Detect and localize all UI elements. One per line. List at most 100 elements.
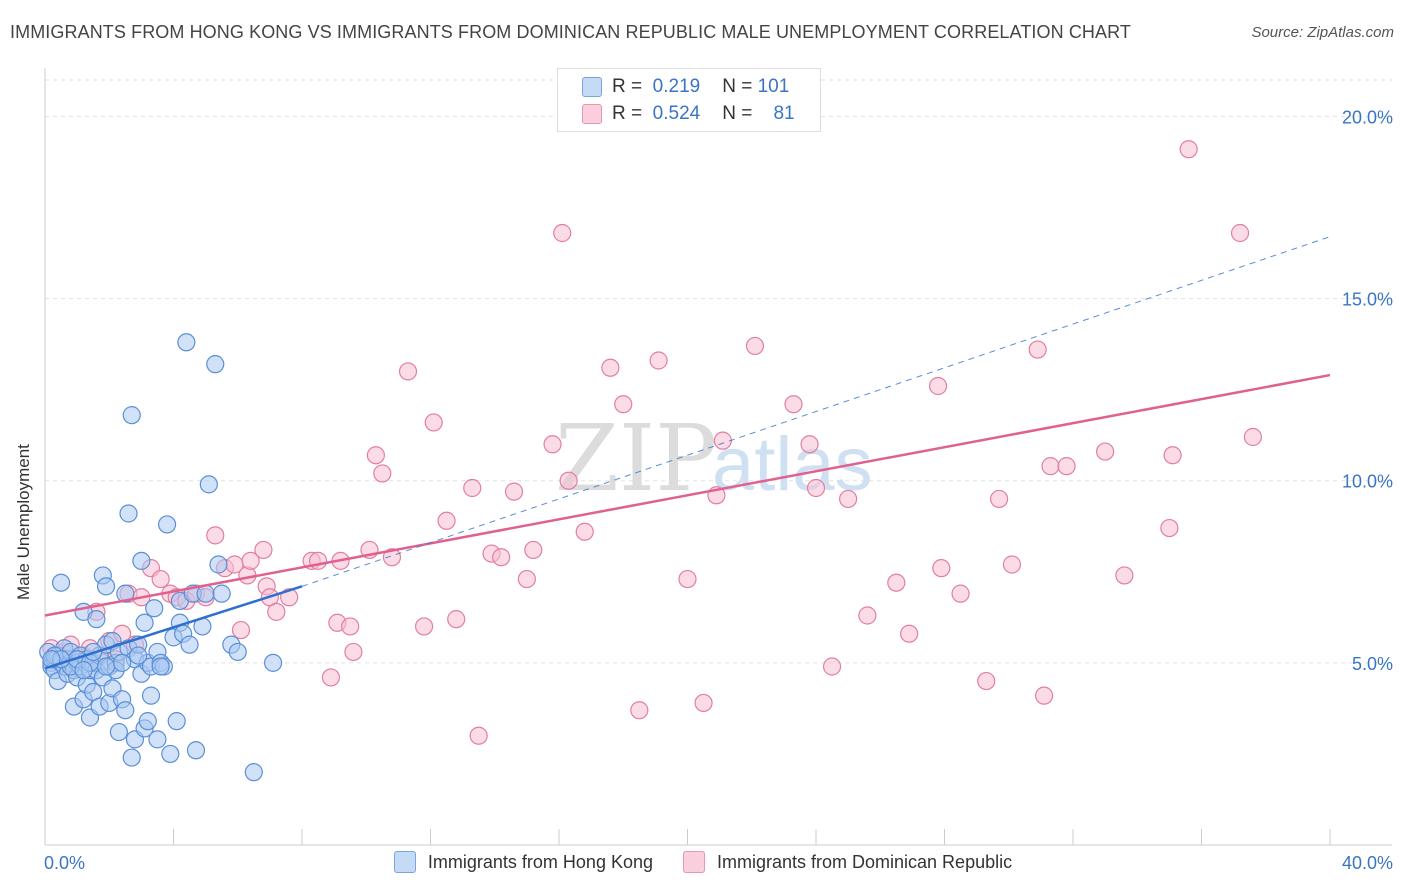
data-point-hong-kong bbox=[122, 406, 141, 425]
data-point-dominican bbox=[951, 584, 970, 603]
trend-extension-hong-kong bbox=[301, 236, 1331, 587]
data-point-dominican bbox=[469, 726, 488, 745]
data-point-hong-kong bbox=[157, 515, 177, 534]
y-tick-label: 5.0% bbox=[1352, 654, 1393, 674]
data-point-hong-kong bbox=[199, 475, 218, 494]
data-point-dominican bbox=[1230, 223, 1250, 243]
data-point-hong-kong bbox=[96, 577, 116, 596]
data-point-dominican bbox=[254, 540, 273, 560]
data-point-hong-kong bbox=[74, 661, 93, 680]
data-point-hong-kong bbox=[209, 555, 228, 574]
data-point-dominican bbox=[900, 624, 919, 643]
legend-r-value: 0.219 bbox=[652, 76, 701, 97]
data-point-dominican bbox=[932, 559, 951, 578]
data-point-dominican bbox=[463, 478, 482, 498]
data-point-dominican bbox=[524, 540, 543, 560]
data-point-dominican bbox=[1243, 427, 1263, 447]
data-point-dominican bbox=[839, 489, 858, 509]
data-point-hong-kong bbox=[167, 712, 186, 731]
data-point-hong-kong bbox=[132, 551, 151, 570]
data-point-dominican bbox=[504, 482, 524, 501]
data-point-hong-kong bbox=[109, 722, 128, 742]
data-point-hong-kong bbox=[87, 610, 106, 629]
data-point-dominican bbox=[241, 551, 260, 570]
data-point-dominican bbox=[344, 642, 363, 662]
data-point-hong-kong bbox=[116, 584, 135, 603]
y-tick-label: 15.0% bbox=[1342, 290, 1393, 310]
data-point-dominican bbox=[1057, 457, 1076, 476]
series-legend: Immigrants from Hong Kong Immigrants fro… bbox=[0, 851, 1406, 873]
tick-labels: 5.0% 10.0% 15.0% 20.0% 0.0% 40.0% bbox=[44, 107, 1393, 873]
legend-swatch-hong-kong bbox=[582, 77, 602, 97]
y-tick-label: 20.0% bbox=[1342, 107, 1393, 127]
legend-n-label: N = bbox=[722, 76, 753, 97]
data-point-hong-kong bbox=[212, 584, 231, 603]
data-point-dominican bbox=[806, 478, 826, 498]
legend-row-dominican: R = 0.524 N = 81 bbox=[582, 102, 795, 126]
data-point-hong-kong bbox=[186, 741, 206, 760]
data-point-dominican bbox=[341, 617, 360, 636]
data-point-hong-kong bbox=[119, 504, 138, 523]
data-point-dominican bbox=[1163, 446, 1182, 465]
data-point-dominican bbox=[887, 573, 906, 592]
legend-r-value: 0.524 bbox=[652, 103, 701, 124]
data-point-dominican bbox=[492, 548, 511, 567]
data-point-dominican bbox=[559, 471, 578, 490]
data-point-dominican bbox=[575, 522, 594, 541]
data-point-hong-kong bbox=[177, 333, 196, 352]
legend-n-label: N = bbox=[722, 103, 753, 124]
data-point-dominican bbox=[601, 358, 620, 377]
data-point-hong-kong bbox=[135, 613, 154, 632]
data-point-dominican bbox=[308, 551, 328, 570]
data-point-dominican bbox=[630, 701, 649, 720]
x-tick-label: 40.0% bbox=[1342, 853, 1393, 873]
trend-lines bbox=[44, 236, 1331, 670]
data-point-hong-kong bbox=[151, 657, 170, 676]
trend-line-hong-kong bbox=[44, 585, 303, 670]
data-point-dominican bbox=[977, 671, 996, 691]
data-point-dominican bbox=[745, 336, 765, 356]
data-point-dominican bbox=[858, 606, 877, 625]
data-point-hong-kong bbox=[96, 657, 116, 676]
dominican-points bbox=[42, 140, 1263, 745]
data-point-dominican bbox=[800, 435, 819, 454]
legend-n-value: 101 bbox=[757, 76, 790, 97]
data-point-dominican bbox=[267, 602, 286, 621]
data-point-hong-kong bbox=[116, 701, 135, 720]
data-point-hong-kong bbox=[122, 748, 141, 767]
data-point-dominican bbox=[694, 693, 713, 713]
source-label: Source: ZipAtlas.com bbox=[1251, 24, 1394, 41]
data-point-dominican bbox=[713, 431, 732, 450]
data-point-dominican bbox=[784, 395, 803, 414]
data-point-dominican bbox=[321, 668, 341, 687]
data-point-dominican bbox=[553, 223, 572, 243]
data-point-dominican bbox=[398, 362, 418, 381]
data-point-dominican bbox=[822, 657, 842, 676]
data-point-dominican bbox=[928, 376, 948, 396]
data-point-hong-kong bbox=[129, 646, 148, 665]
data-point-hong-kong bbox=[141, 686, 161, 705]
data-point-hong-kong bbox=[161, 744, 180, 764]
data-point-hong-kong bbox=[112, 653, 132, 672]
series-swatch-dominican bbox=[683, 851, 705, 873]
data-point-dominican bbox=[414, 617, 434, 636]
legend-swatch-dominican bbox=[582, 104, 602, 124]
series-legend-label: Immigrants from Dominican Republic bbox=[717, 851, 1013, 872]
x-tick-label: 0.0% bbox=[44, 853, 85, 873]
legend-r-label: R = bbox=[612, 76, 643, 97]
data-point-dominican bbox=[543, 435, 562, 454]
y-tick-label: 10.0% bbox=[1342, 472, 1393, 492]
data-point-hong-kong bbox=[138, 712, 157, 731]
data-point-dominican bbox=[1002, 555, 1022, 574]
data-point-dominican bbox=[614, 395, 633, 414]
watermark-zip: ZIP bbox=[555, 405, 717, 512]
legend-r-label: R = bbox=[612, 103, 643, 124]
data-point-hong-kong bbox=[148, 730, 167, 749]
data-point-dominican bbox=[1179, 140, 1198, 159]
data-point-dominican bbox=[1034, 686, 1054, 705]
data-point-hong-kong bbox=[145, 599, 164, 618]
legend-n-value: 81 bbox=[773, 103, 795, 124]
hong-kong-points bbox=[39, 333, 283, 782]
series-legend-label: Immigrants from Hong Kong bbox=[427, 851, 653, 872]
